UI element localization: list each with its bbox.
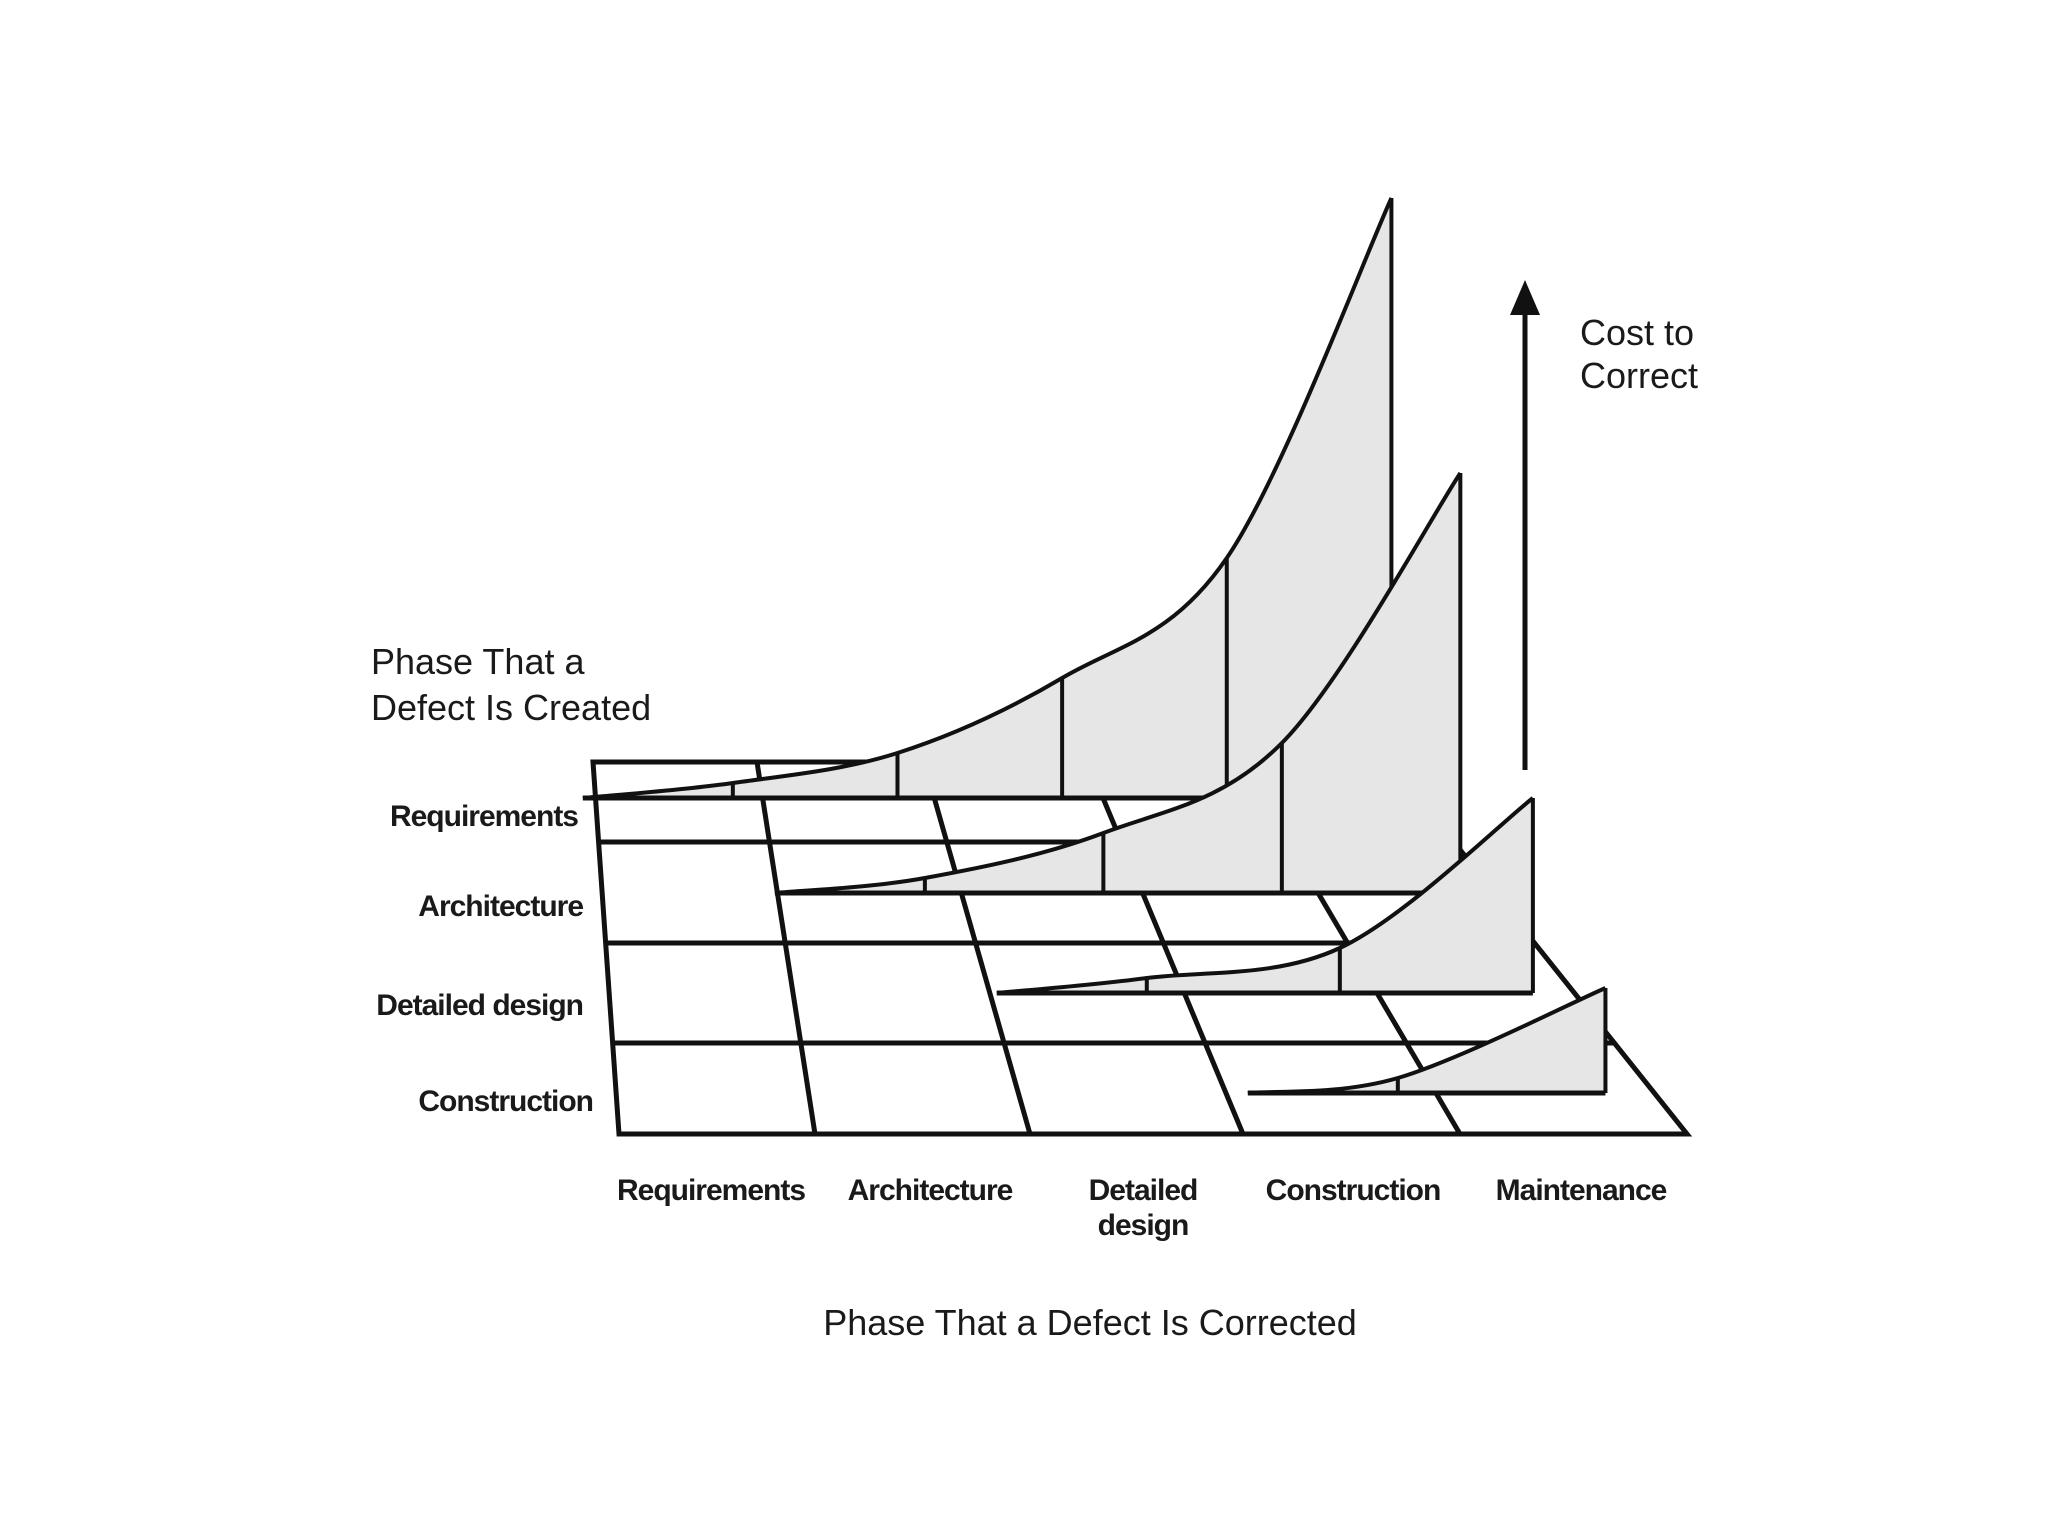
corrected-axis-label: Phase That a Defect Is Corrected <box>823 1302 1357 1343</box>
cost-curve-line <box>582 197 1394 800</box>
cost-curve-fill <box>1247 988 1606 1093</box>
corrected-phase-label-line: Architecture <box>848 1174 1013 1207</box>
created-axis-label-line-1: Phase That a <box>371 641 585 682</box>
corrected-phase-label: Detailed design <box>1089 1174 1198 1242</box>
created-phase-labels: Requirements Architecture Detailed design C… <box>376 800 594 1118</box>
cost-curve-2 <box>996 796 1535 996</box>
floor-column-line <box>754 761 818 1135</box>
created-phase-label: Requirements <box>390 800 578 833</box>
created-phase-label: Detailed design <box>376 989 583 1022</box>
cost-curve-1 <box>774 471 1463 896</box>
created-axis-label-line-2: Defect Is Created <box>371 687 651 728</box>
created-phase-label: Architecture <box>418 890 583 923</box>
cost-curve-fill <box>774 473 1461 893</box>
cost-curve-fill <box>582 198 1392 798</box>
floor-column-line <box>1085 761 1246 1135</box>
corrected-phase-label: Requirements <box>617 1174 805 1207</box>
cost-arrow <box>1510 280 1540 770</box>
corrected-phase-label: Maintenance <box>1496 1174 1667 1207</box>
cost-axis-label-line-1: Cost to <box>1580 312 1694 353</box>
created-axis-label: Phase That a Defect Is Created <box>371 641 651 728</box>
corrected-phase-label: Architecture <box>848 1174 1013 1207</box>
cost-curve-line <box>996 796 1535 995</box>
cost-curve-3 <box>1247 986 1608 1096</box>
cost-arrow-head-icon <box>1510 280 1540 315</box>
corrected-phase-label-line: design <box>1098 1209 1189 1242</box>
cost-axis-label-line-2: Correct <box>1580 355 1698 396</box>
corrected-phase-label-line: Requirements <box>617 1174 805 1207</box>
corrected-phase-label-line: Construction <box>1266 1174 1441 1207</box>
created-phase-label: Construction <box>418 1085 593 1118</box>
cost-curve-line <box>774 471 1463 895</box>
cost-curves <box>582 197 1608 1096</box>
corrected-phase-label: Construction <box>1266 1174 1441 1207</box>
cost-curve-fill <box>996 798 1533 993</box>
corrected-phase-label-line: Detailed <box>1089 1174 1198 1207</box>
cost-curve-0 <box>582 197 1394 801</box>
corrected-phase-label-line: Maintenance <box>1496 1174 1667 1207</box>
cost-axis-label: Cost to Correct <box>1580 312 1704 396</box>
floor-column-line <box>921 761 1033 1135</box>
corrected-phase-labels: Requirements Architecture Detailed design Co… <box>617 1174 1668 1242</box>
